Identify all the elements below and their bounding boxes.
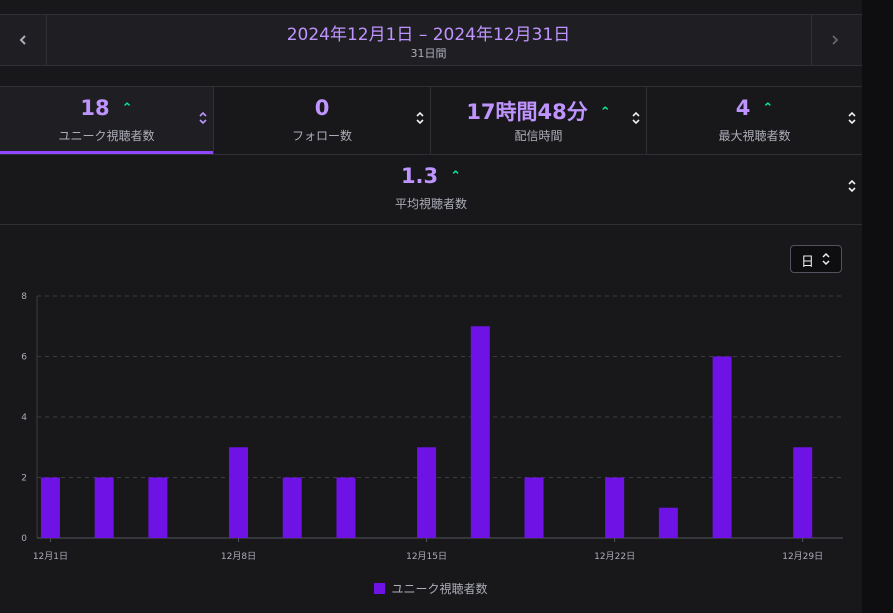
stat-tab-average-viewers[interactable]: 1.3 ⌃ 平均視聴者数 — [0, 155, 862, 223]
bar — [524, 477, 544, 538]
stat-tab-unique-viewers[interactable]: 18 ⌃ ユニーク視聴者数 — [0, 87, 213, 154]
stat-value: 18 — [80, 96, 110, 120]
granularity-select[interactable]: 日 — [790, 245, 842, 273]
sort-icon — [632, 111, 640, 125]
stat-label: 配信時間 — [514, 129, 563, 143]
stat-tab-max-viewers[interactable]: 4 ⌃ 最大視聴者数 — [646, 87, 862, 154]
stat-tab-follows[interactable]: 0 フォロー数 — [213, 87, 430, 154]
stat-tab-stream-time[interactable]: 17時間48分 ⌃ 配信時間 — [430, 87, 646, 154]
bar — [658, 507, 678, 538]
trend-up-icon: ⌃ — [599, 105, 611, 120]
stat-value: 4 — [735, 96, 751, 120]
x-tick-label: 12月1日 — [33, 551, 68, 562]
y-tick-label: 8 — [21, 292, 27, 302]
bar — [793, 447, 813, 538]
bar — [470, 326, 490, 538]
stat-value: 17時間48分 — [466, 100, 588, 124]
trend-up-icon: ⌃ — [762, 101, 774, 116]
sort-icon — [848, 111, 856, 125]
chevron-left-icon — [19, 35, 26, 45]
y-tick-label: 2 — [21, 474, 27, 484]
x-tick-label: 12月8日 — [221, 551, 256, 562]
chevron-right-icon — [832, 35, 839, 45]
stat-label: 最大視聴者数 — [718, 129, 791, 143]
stat-label: ユニーク視聴者数 — [58, 129, 155, 143]
x-tick-label: 12月15日 — [406, 551, 447, 562]
legend-label: ユニーク視聴者数 — [391, 582, 488, 596]
stat-value: 1.3 — [400, 164, 439, 188]
date-range-title[interactable]: 2024年12月1日 – 2024年12月31日 — [286, 25, 571, 45]
date-range-length: 31日間 — [410, 47, 447, 60]
bar — [336, 477, 356, 538]
chevron-updown-icon — [822, 252, 830, 266]
next-period-button[interactable] — [811, 15, 858, 65]
x-tick-label: 12月22日 — [594, 551, 635, 562]
bar — [40, 477, 60, 538]
stat-value: 0 — [314, 96, 330, 120]
bar — [712, 356, 732, 538]
previous-period-button[interactable] — [0, 15, 47, 65]
sort-icon — [416, 111, 424, 125]
sort-icon — [199, 111, 207, 125]
right-gutter — [862, 0, 893, 613]
bar — [605, 477, 625, 538]
stat-label: 平均視聴者数 — [394, 197, 467, 211]
y-tick-label: 0 — [21, 534, 27, 544]
stat-row-2: 1.3 ⌃ 平均視聴者数 — [0, 155, 862, 225]
trend-up-icon: ⌃ — [121, 101, 133, 116]
x-tick-label: 12月29日 — [782, 551, 823, 562]
y-tick-label: 6 — [21, 353, 27, 363]
trend-up-icon: ⌃ — [450, 169, 462, 184]
legend-swatch — [374, 583, 386, 594]
bar — [417, 447, 437, 538]
granularity-value: 日 — [801, 255, 815, 270]
stat-label: フォロー数 — [291, 129, 352, 143]
viewers-bar-chart: 0 2 4 6 8 12月1日 12月8日 12月15日 12月22日 12月29日 — [21, 292, 843, 562]
chart-legend: ユニーク視聴者数 — [0, 580, 862, 597]
analytics-panel: 2024年12月1日 – 2024年12月31日 31日間 18 ⌃ ユニーク視聴… — [0, 0, 862, 613]
bar — [94, 477, 114, 538]
stat-tabs: 18 ⌃ ユニーク視聴者数 0 フォロー数 17時間48分 ⌃ 配信時間 4 ⌃ 最大… — [0, 86, 862, 155]
bar — [148, 477, 168, 538]
y-tick-label: 4 — [21, 413, 27, 423]
bar — [282, 477, 302, 538]
sort-icon — [848, 179, 856, 193]
date-range-bar: 2024年12月1日 – 2024年12月31日 31日間 — [0, 14, 862, 66]
bar — [229, 447, 248, 538]
